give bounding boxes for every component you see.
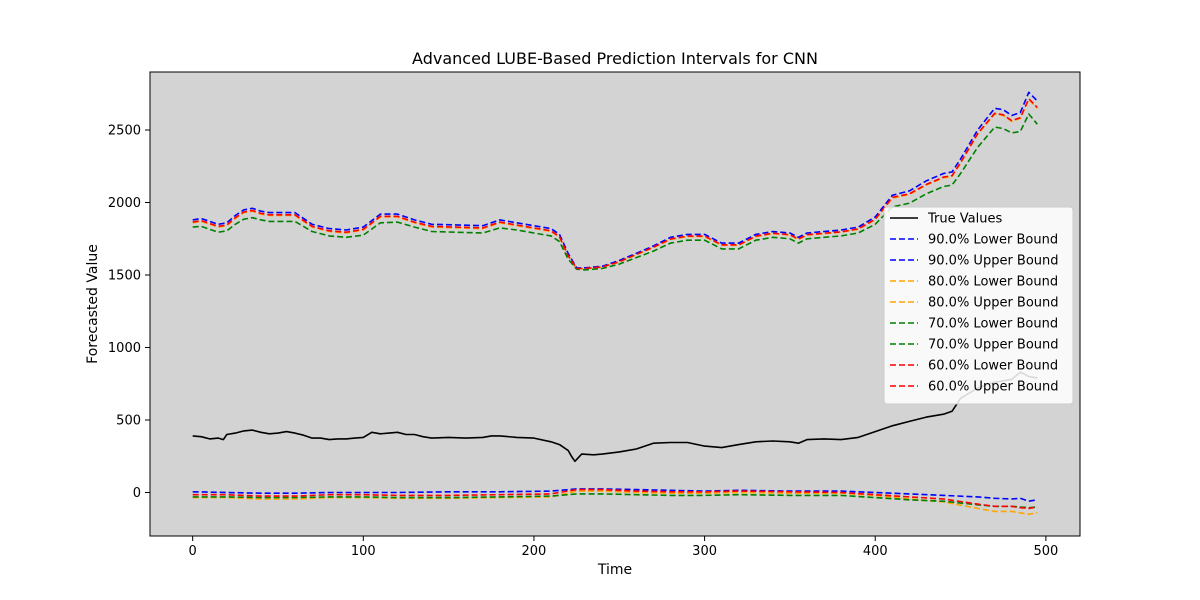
y-tick-label: 2500 xyxy=(108,124,141,139)
plot-frame xyxy=(149,71,1081,537)
y-axis-label: Forecasted Value xyxy=(85,244,101,364)
legend-box xyxy=(883,206,1074,405)
legend-label-60-0-upper-bound: 60.0% Upper Bound xyxy=(928,380,1059,395)
legend-label-70-0-upper-bound: 70.0% Upper Bound xyxy=(928,338,1059,353)
series-layer xyxy=(192,91,1038,516)
series-line-60-0-upper-bound xyxy=(192,98,1038,270)
x-tick-label: 0 xyxy=(189,544,197,559)
y-axis: 0 500 1000 1500 2000 2500 xyxy=(108,124,150,501)
x-tick-label: 100 xyxy=(351,544,376,559)
x-tick-label: 300 xyxy=(692,544,717,559)
x-tick-label: 500 xyxy=(1033,544,1058,559)
x-tick-label: 400 xyxy=(863,544,888,559)
legend-label-90-0-lower-bound: 90.0% Lower Bound xyxy=(928,233,1058,248)
legend-label-60-0-lower-bound: 60.0% Lower Bound xyxy=(928,359,1058,374)
series-line-90-0-lower-bound xyxy=(192,488,1038,502)
legend-label-80-0-upper-bound: 80.0% Upper Bound xyxy=(928,296,1059,311)
x-axis-label: Time xyxy=(597,562,632,578)
x-tick-label: 200 xyxy=(522,544,547,559)
series-line-true-values xyxy=(192,371,1038,463)
chart-title: Advanced LUBE-Based Prediction Intervals… xyxy=(412,49,818,68)
legend-label-70-0-lower-bound: 70.0% Lower Bound xyxy=(928,317,1058,332)
legend-label-90-0-upper-bound: 90.0% Upper Bound xyxy=(928,254,1059,269)
series-line-90-0-upper-bound xyxy=(192,91,1038,269)
y-tick-label: 500 xyxy=(116,414,141,429)
y-tick-label: 0 xyxy=(133,486,141,501)
x-axis: 0 100 200 300 400 500 xyxy=(189,536,1058,559)
y-tick-label: 1000 xyxy=(108,341,141,356)
y-tick-label: 1500 xyxy=(108,269,141,284)
series-line-60-0-lower-bound xyxy=(192,488,1038,510)
legend: True Values 90.0% Lower Bound 90.0% Upper … xyxy=(883,206,1074,405)
y-tick-label: 2000 xyxy=(108,196,141,211)
legend-label-true-values: True Values xyxy=(927,212,1002,227)
legend-label-80-0-lower-bound: 80.0% Lower Bound xyxy=(928,275,1058,290)
series-line-70-0-upper-bound xyxy=(192,113,1038,271)
